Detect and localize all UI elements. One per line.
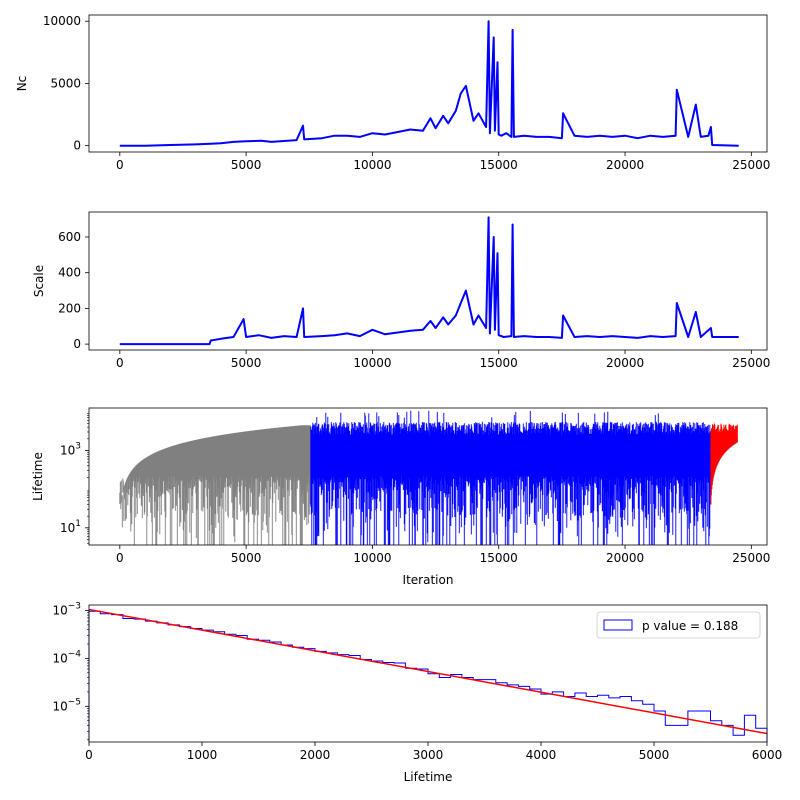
lifetime-xlabel: Iteration xyxy=(403,573,454,587)
lifetime-xtick-label: 0 xyxy=(116,551,124,565)
scale-xtick-label: 20000 xyxy=(606,356,644,370)
legend-swatch xyxy=(603,619,633,631)
scale-xtick-label: 25000 xyxy=(732,356,770,370)
lifetime-traces xyxy=(119,410,738,545)
hist-xtick-label: 6000 xyxy=(752,748,783,762)
legend: p value = 0.188 xyxy=(596,611,761,639)
hist-xtick-label: 5000 xyxy=(639,748,670,762)
lifetime-segment-808080 xyxy=(119,425,311,545)
nc-ylabel: Nc xyxy=(15,76,29,92)
scale-frame xyxy=(88,211,768,351)
hist-ytick-label: 10−4 xyxy=(52,649,81,665)
histogram-panel: 0 1000 2000 3000 4000 5000 6000 10−3 10−4 10−5 Lif… xyxy=(52,601,782,784)
lifetime-segment-ff0000 xyxy=(710,423,738,505)
scale-ytick-label: 0 xyxy=(73,337,81,351)
nc-xtick-label: 25000 xyxy=(732,158,770,172)
nc-xtick-label: 20000 xyxy=(606,158,644,172)
lifetime-xtick-label: 25000 xyxy=(732,551,770,565)
fit-line xyxy=(88,608,768,735)
hist-xtick-label: 1000 xyxy=(187,748,218,762)
scale-ylabel: Scale xyxy=(32,265,46,297)
scale-ytick-label: 600 xyxy=(58,230,81,244)
hist-xtick-label: 3000 xyxy=(413,748,444,762)
lifetime-xtick-label: 10000 xyxy=(353,551,391,565)
lifetime-xtick-label: 20000 xyxy=(606,551,644,565)
scale-series-line xyxy=(119,216,739,346)
nc-ytick-label: 5000 xyxy=(50,76,81,90)
scale-xtick-label: 15000 xyxy=(480,356,518,370)
lifetime-segment-0000ff xyxy=(310,410,712,545)
nc-series-line xyxy=(119,20,739,147)
lifetime-xtick-label: 5000 xyxy=(231,551,262,565)
hist-xtick-label: 0 xyxy=(85,748,93,762)
nc-xtick-label: 15000 xyxy=(480,158,518,172)
nc-xtick-label: 0 xyxy=(116,158,124,172)
legend-box xyxy=(596,611,761,639)
scale-ytick-label: 400 xyxy=(58,266,81,280)
hist-xtick-label: 4000 xyxy=(526,748,557,762)
lifetime-ytick-label: 101 xyxy=(60,519,81,535)
hist-ytick-label: 10−5 xyxy=(52,697,81,713)
scale-ytick-label: 200 xyxy=(58,301,81,315)
scale-xtick-label: 10000 xyxy=(353,356,391,370)
legend-label: p value = 0.188 xyxy=(642,619,738,633)
nc-xtick-label: 10000 xyxy=(353,158,391,172)
nc-frame xyxy=(88,14,768,153)
hist-xtick-label: 2000 xyxy=(300,748,331,762)
scale-panel: 0 5000 10000 15000 20000 25000 0 200 400 600 Scale xyxy=(32,211,770,370)
lifetime-ytick-label: 103 xyxy=(60,441,81,457)
lifetime-frame xyxy=(88,407,768,546)
lifetime-panel: 0 5000 10000 15000 20000 25000 101 103 Lifetime I… xyxy=(31,407,770,587)
nc-xtick-label: 5000 xyxy=(231,158,262,172)
scale-xtick-label: 5000 xyxy=(231,356,262,370)
nc-panel: 0 5000 10000 15000 20000 25000 0 5000 10000 Nc xyxy=(15,14,770,172)
hist-xlabel: Lifetime xyxy=(404,770,453,784)
lifetime-xtick-label: 15000 xyxy=(480,551,518,565)
lifetime-ylabel: Lifetime xyxy=(31,452,45,501)
nc-ytick-label: 10000 xyxy=(43,14,81,28)
hist-ytick-label: 10−3 xyxy=(52,601,81,617)
scale-xtick-label: 0 xyxy=(116,356,124,370)
nc-ytick-label: 0 xyxy=(73,139,81,153)
